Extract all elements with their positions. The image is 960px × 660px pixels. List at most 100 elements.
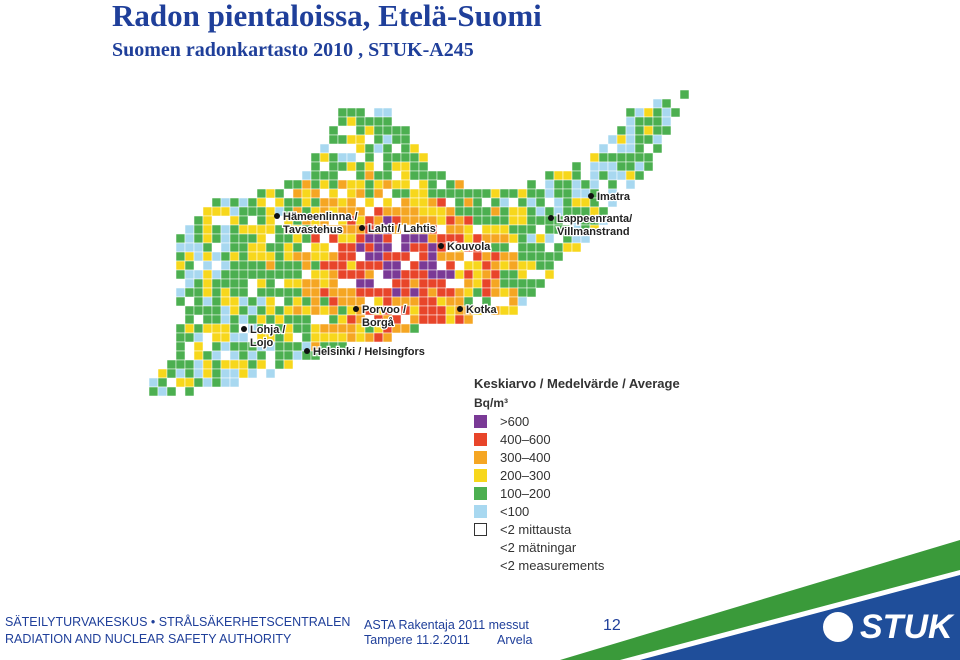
map-cell <box>571 242 582 253</box>
legend-unit: Bq/m³ <box>474 396 508 410</box>
map-cell <box>625 116 636 127</box>
map-cell <box>247 296 258 307</box>
map-cell <box>193 224 204 235</box>
map-cell <box>382 206 393 217</box>
map-cell <box>301 170 312 181</box>
map-cell <box>508 305 519 316</box>
map-cell <box>625 170 636 181</box>
map-cell <box>535 197 546 208</box>
map-cell <box>229 206 240 217</box>
map-cell <box>265 224 276 235</box>
map-cell <box>337 332 348 343</box>
map-cell <box>463 206 474 217</box>
map-cell <box>391 206 402 217</box>
map-cell <box>211 197 222 208</box>
map-cell <box>607 152 618 163</box>
map-cell <box>220 206 231 217</box>
map-cell <box>580 197 591 208</box>
map-cell <box>247 233 258 244</box>
map-cell <box>238 278 249 289</box>
map-cell <box>463 269 474 280</box>
map-cell <box>454 224 465 235</box>
map-cell <box>364 170 375 181</box>
map-cell <box>409 170 420 181</box>
map-cell <box>418 251 429 262</box>
map-cell <box>553 242 564 253</box>
map-cell <box>175 332 186 343</box>
map-cell <box>535 278 546 289</box>
map-cell <box>229 368 240 379</box>
map-cell <box>229 215 240 226</box>
map-cell <box>301 287 312 298</box>
map-cell <box>634 107 645 118</box>
map-cell <box>238 224 249 235</box>
map-cell <box>193 269 204 280</box>
map-cell <box>202 215 213 226</box>
map-cell <box>436 305 447 316</box>
map-cell <box>463 224 474 235</box>
map-cell <box>301 188 312 199</box>
map-cell <box>247 224 258 235</box>
map-cell <box>283 242 294 253</box>
map-cell <box>571 179 582 190</box>
map-cell <box>193 305 204 316</box>
map-cell <box>391 152 402 163</box>
map-cell <box>202 260 213 271</box>
map-cell <box>346 179 357 190</box>
map-cell <box>562 170 573 181</box>
map-cell <box>490 233 501 244</box>
map-cell <box>256 188 267 199</box>
place-label: Kotka <box>466 304 497 316</box>
map-cell <box>589 170 600 181</box>
map-cell <box>184 332 195 343</box>
map-cell <box>166 386 177 397</box>
map-cell <box>283 296 294 307</box>
map-cell <box>625 152 636 163</box>
map-cell <box>526 215 537 226</box>
map-cell <box>382 170 393 181</box>
map-cell <box>283 179 294 190</box>
map-cell <box>283 350 294 361</box>
map-cell <box>220 377 231 388</box>
map-cell <box>265 269 276 280</box>
map-cell <box>391 251 402 262</box>
map-cell <box>499 233 510 244</box>
map-cell <box>283 305 294 316</box>
legend-label: 400–600 <box>500 432 551 447</box>
place-labels: Hämeenlinna /Tavastehus Lahti / Lahtis Kou… <box>241 190 633 359</box>
map-cell <box>535 188 546 199</box>
map-cell <box>193 332 204 343</box>
map-cell <box>193 296 204 307</box>
map-cell <box>238 242 249 253</box>
org-fi-sv: SÄTEILYTURVAKESKUS • STRÅLSÄKERHETSCENTR… <box>5 614 350 629</box>
map-cell <box>409 206 420 217</box>
map-cell <box>373 170 384 181</box>
map-cell <box>490 188 501 199</box>
map-cell <box>274 188 285 199</box>
map-cell <box>328 197 339 208</box>
place-label: Porvoo / <box>362 304 406 316</box>
legend-label: <2 mätningar <box>500 540 577 555</box>
map-cell <box>454 215 465 226</box>
place-label: Borgå <box>362 317 395 329</box>
map-cell <box>652 134 663 145</box>
map-cell <box>265 305 276 316</box>
map-cell <box>265 287 276 298</box>
map-cell <box>256 278 267 289</box>
map-cell <box>256 251 267 262</box>
map-cell <box>625 179 636 190</box>
map-cell <box>157 377 168 388</box>
map-cell <box>553 197 564 208</box>
map-cell <box>535 215 546 226</box>
map-cell <box>508 269 519 280</box>
map-cell <box>292 188 303 199</box>
place-dot <box>588 193 594 199</box>
map-cell <box>229 197 240 208</box>
map-cell <box>535 251 546 262</box>
map-cell <box>418 287 429 298</box>
map-cell <box>571 188 582 199</box>
map-cell <box>283 197 294 208</box>
map-cell <box>373 134 384 145</box>
map-cell <box>328 287 339 298</box>
map-cell <box>427 269 438 280</box>
